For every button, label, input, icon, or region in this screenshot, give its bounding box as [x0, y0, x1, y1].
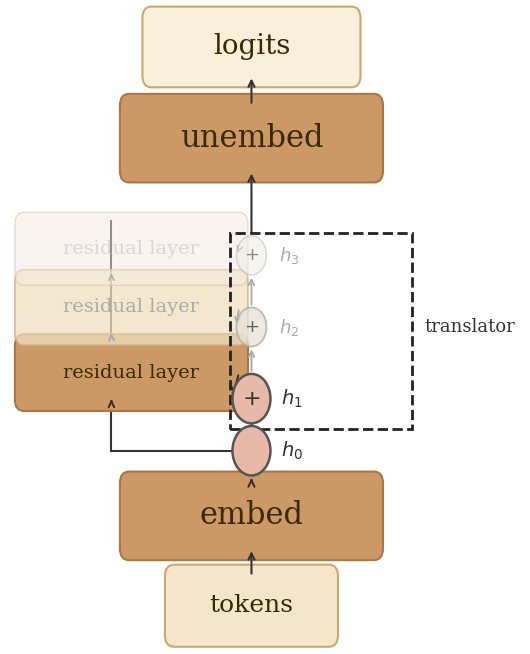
Text: residual layer: residual layer	[64, 240, 199, 258]
FancyBboxPatch shape	[15, 334, 248, 411]
Circle shape	[233, 374, 270, 423]
Circle shape	[236, 307, 267, 347]
Text: embed: embed	[199, 500, 304, 531]
Text: residual layer: residual layer	[64, 364, 199, 381]
Text: tokens: tokens	[209, 594, 294, 617]
Circle shape	[236, 236, 267, 275]
FancyBboxPatch shape	[143, 7, 360, 88]
Text: $h_1$: $h_1$	[281, 387, 303, 410]
Text: $h_0$: $h_0$	[281, 439, 304, 462]
Text: translator: translator	[424, 318, 515, 336]
Text: $h_2$: $h_2$	[279, 317, 299, 337]
Text: logits: logits	[213, 33, 290, 60]
FancyBboxPatch shape	[120, 472, 383, 560]
FancyBboxPatch shape	[15, 213, 248, 285]
Text: $h_3$: $h_3$	[279, 245, 299, 266]
Bar	[230, 233, 411, 428]
Text: +: +	[244, 318, 259, 336]
FancyBboxPatch shape	[120, 94, 383, 182]
FancyBboxPatch shape	[165, 564, 338, 647]
Text: +: +	[244, 247, 259, 264]
Text: residual layer: residual layer	[64, 298, 199, 317]
Text: unembed: unembed	[180, 123, 323, 154]
Circle shape	[233, 426, 270, 475]
FancyBboxPatch shape	[15, 269, 248, 345]
Text: +: +	[242, 388, 261, 409]
